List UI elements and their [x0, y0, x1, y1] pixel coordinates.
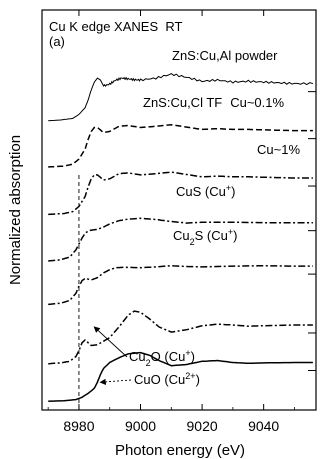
annotation-arrows — [93, 326, 132, 385]
series-label: Cu~1% — [257, 142, 300, 157]
plot-frame — [41, 9, 317, 411]
series-line — [48, 310, 313, 365]
x-tick-label: 9000 — [125, 418, 156, 434]
y-axis-label: Normalized absorption — [7, 135, 24, 285]
series-label: Cu2S (Cu+) — [173, 227, 237, 247]
chart-title: Cu K edge XANES RT — [49, 19, 182, 34]
series-label: Cu2O (Cu+) — [129, 348, 195, 368]
panel-label: (a) — [49, 34, 65, 49]
annotation-arrow — [99, 378, 132, 385]
spectra — [48, 73, 316, 402]
series-labels: ZnS:Cu,Al powder ZnS:Cu,Cl TF Cu~0.1% Cu~1%… — [129, 48, 300, 387]
x-tick-label: 8980 — [63, 418, 94, 434]
x-tick-label: 9020 — [187, 418, 218, 434]
series-line — [48, 264, 313, 306]
series-label: CuS (Cu+) — [176, 183, 235, 199]
annotation-arrow — [93, 326, 128, 358]
series-label: ZnS:Cu,Cl TF Cu~0.1% — [143, 95, 285, 110]
series-line — [48, 171, 313, 216]
x-tick-label: 9040 — [248, 418, 279, 434]
x-axis-label: Photon energy (eV) — [115, 442, 245, 459]
series-label: CuO (Cu2+) — [134, 371, 200, 387]
x-ticks: 8980 9000 9020 9040 — [47, 10, 295, 434]
series-line — [48, 73, 314, 122]
series-line — [48, 351, 313, 402]
series-line — [48, 123, 313, 168]
series-label: ZnS:Cu,Al powder — [172, 48, 278, 63]
